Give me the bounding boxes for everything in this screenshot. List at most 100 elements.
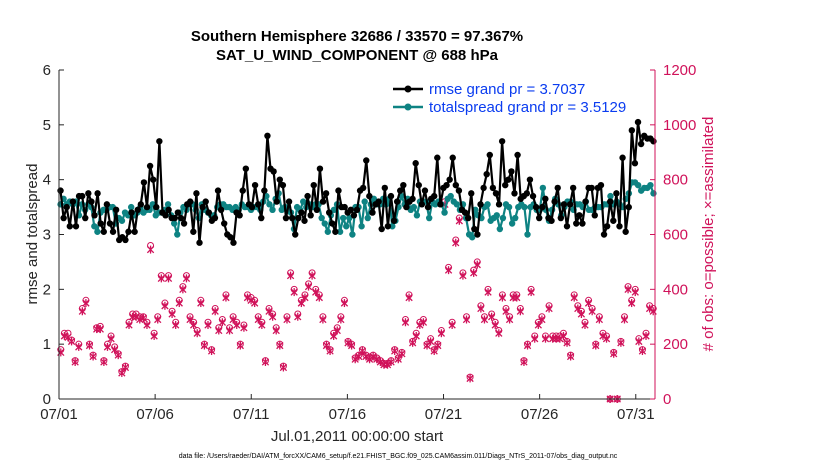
obs-assimilated-point: [312, 288, 320, 297]
obs-assimilated-point: [455, 216, 463, 225]
obs-assimilated-point: [516, 307, 525, 316]
rmse-point: [523, 190, 531, 197]
rmse-point: [258, 214, 265, 222]
rmse-point: [471, 225, 478, 233]
y-tick-label-right: 1200: [663, 62, 696, 79]
obs-assimilated-point: [545, 304, 553, 313]
rmse-point: [326, 209, 333, 216]
rmse-point: [332, 228, 339, 235]
rmse-point: [403, 203, 410, 211]
rmse-point: [270, 168, 277, 175]
rmse-point: [205, 209, 212, 216]
totalspread-point: [484, 201, 491, 208]
obs-assimilated-point: [175, 299, 183, 308]
x-tick-label: 07/16: [329, 406, 367, 423]
rmse-point: [174, 209, 182, 216]
obs-assimilated-point: [448, 320, 456, 329]
rmse-point: [381, 184, 388, 192]
obs-assimilated-point: [204, 320, 212, 329]
rmse-point: [576, 212, 583, 219]
rmse-point: [378, 225, 385, 233]
obs-assimilated-point: [401, 318, 410, 327]
rmse-point: [106, 220, 114, 227]
obs-assimilated-point: [96, 325, 104, 334]
rmse-point: [474, 231, 481, 238]
rmse-point: [418, 201, 426, 208]
obs-assimilated-point: [581, 320, 589, 329]
rmse-point: [437, 201, 444, 208]
obs-assimilated-point: [157, 274, 165, 283]
rmse-point: [329, 220, 336, 227]
rmse-point: [421, 187, 429, 194]
obs-assimilated-point: [473, 260, 481, 269]
footnote: data file: /Users/raeder/DAI/ATM_forcXX/…: [179, 453, 618, 460]
obs-assimilated-point: [498, 293, 507, 302]
rmse-point: [221, 220, 228, 227]
rmse-point: [341, 203, 348, 211]
totalspread-point: [330, 206, 338, 214]
totalspread-point: [453, 201, 461, 208]
obs-assimilated-point: [286, 271, 295, 280]
obs-assimilated-point: [304, 282, 313, 291]
totalspread-point: [127, 203, 135, 211]
obs-assimilated-point: [642, 331, 650, 340]
rmse-point: [415, 181, 422, 189]
rmse-point: [69, 198, 77, 205]
rmse-point: [193, 190, 200, 197]
rmse-point: [125, 228, 132, 235]
rmse-point: [397, 187, 404, 194]
rmse-point: [607, 198, 614, 205]
rmse-point: [310, 181, 317, 189]
rmse-point: [505, 176, 512, 183]
obs-assimilated-point: [491, 320, 499, 329]
rmse-point: [622, 228, 629, 235]
obs-assimilated-point: [534, 320, 542, 329]
rmse-point: [548, 217, 555, 224]
y-tick-label-right: 200: [663, 336, 688, 353]
rmse-point: [180, 220, 188, 227]
obs-assimilated-point: [595, 315, 604, 324]
rmse-point: [242, 165, 250, 172]
obs-assimilated-point: [505, 315, 514, 324]
y-tick-label-left: 1: [43, 336, 51, 353]
rmse-point: [319, 198, 327, 205]
rmse-point: [85, 190, 92, 197]
rmse-point: [529, 192, 537, 200]
obs-assimilated-point: [610, 349, 618, 358]
totalspread-point: [508, 220, 516, 227]
obs-assimilated-point: [294, 312, 302, 321]
rmse-point: [526, 176, 534, 183]
rmse-point: [236, 212, 243, 219]
totalspread-point: [647, 181, 654, 189]
obs-assimilated-point: [347, 341, 356, 350]
rmse-point: [387, 192, 395, 200]
rmse-point: [57, 187, 64, 194]
rmse-point: [292, 231, 299, 238]
rmse-point: [477, 201, 484, 208]
obs-assimilated-point: [225, 326, 234, 335]
rmse-point: [153, 203, 160, 211]
obs-assimilated-point: [444, 266, 453, 275]
obs-assimilated-point: [617, 338, 625, 347]
totalspread-point: [447, 192, 454, 200]
rmse-point: [560, 201, 568, 208]
rmse-point: [335, 187, 342, 194]
obs-assimilated-point: [398, 349, 406, 358]
obs-assimilated-point: [638, 347, 647, 356]
legend-spread-label: totalspread grand pr = 3.5129: [429, 99, 626, 116]
rmse-point: [455, 187, 463, 194]
obs-assimilated-point: [563, 338, 571, 347]
totalspread-point: [496, 225, 504, 233]
totalspread-point: [607, 192, 614, 200]
obs-assimilated-point: [452, 238, 460, 247]
rmse-point: [628, 127, 636, 134]
rmse-point: [480, 184, 487, 192]
totalspread-point: [499, 214, 507, 222]
rmse-point: [359, 184, 367, 192]
rmse-point: [542, 195, 549, 203]
rmse-point: [60, 214, 67, 222]
obs-assimilated-point: [391, 347, 399, 356]
obs-assimilated-point: [297, 299, 306, 308]
rmse-point: [375, 198, 382, 205]
totalspread-point: [505, 203, 513, 211]
